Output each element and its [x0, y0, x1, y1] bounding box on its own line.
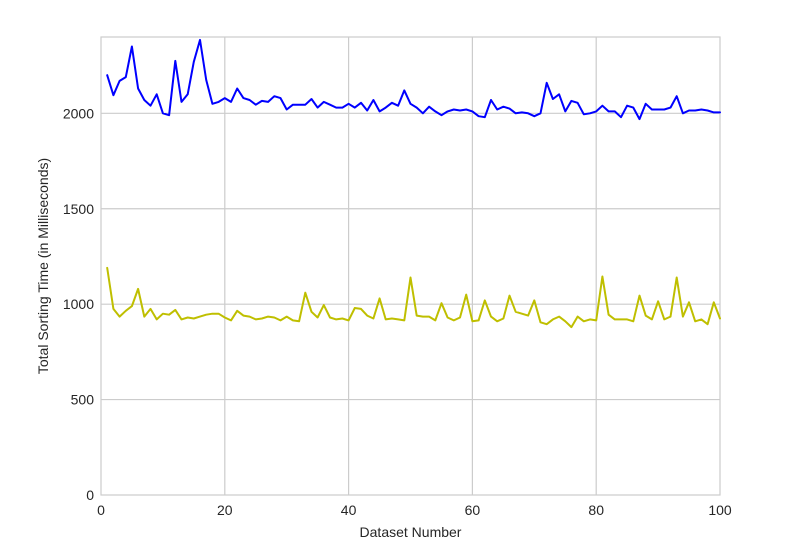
plot-area-frame — [100, 36, 721, 496]
x-tick-label: 100 — [708, 502, 732, 518]
x-tick-label: 60 — [465, 502, 481, 518]
series-line-2 — [106, 266, 721, 329]
y-tick-label: 1500 — [63, 201, 94, 217]
y-tick-label: 500 — [71, 392, 95, 408]
x-tick-label: 0 — [97, 502, 105, 518]
series-line-1 — [106, 38, 721, 121]
data-series — [106, 38, 721, 329]
y-tick-label: 1000 — [63, 296, 94, 312]
x-tick-label: 80 — [588, 502, 604, 518]
y-tick-label: 2000 — [63, 105, 94, 121]
x-axis-label: Dataset Number — [360, 524, 462, 540]
y-tick-label: 0 — [86, 487, 94, 503]
x-tick-label: 20 — [217, 502, 233, 518]
y-axis-label: Total Sorting Time (in Milliseconds) — [35, 158, 51, 374]
x-tick-label: 40 — [341, 502, 357, 518]
gridlines — [101, 37, 720, 495]
